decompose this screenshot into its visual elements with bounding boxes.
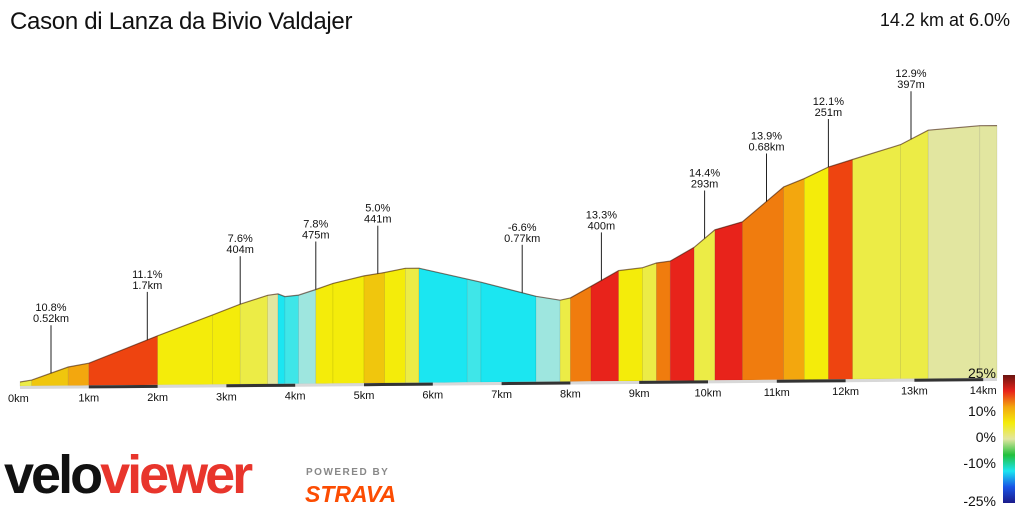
x-tick-label: 6km [422,390,443,402]
grade-scale-bar [1003,375,1015,503]
x-tick-label: 8km [560,389,581,401]
annotation-length: 0.68km [748,142,784,154]
annotation-grade: 14.4% [689,168,720,180]
profile-segment [298,289,317,385]
grade-color-scale: 25% 10% 0% -10% -25% [963,365,1015,509]
grade-scale-label: -25% [963,493,996,509]
x-tick-label: 0km [8,393,29,405]
x-tick-label: 13km [901,386,928,398]
profile-segment [570,285,592,382]
distance-ticks: 0km 1km 2km 3km 4km 5km 6km 7km 8km 9km 10km 11km 12… [8,385,997,405]
x-tick-label: 14km [970,385,997,397]
annotation-length: 441m [364,214,392,226]
profile-segment [363,272,385,384]
powered-by-label: POWERED BY [306,467,390,478]
x-tick-label: 4km [285,391,306,403]
profile-outline [19,125,998,383]
annotation-length: 0.77km [504,233,540,245]
profile-segment [803,166,829,380]
annotation-grade: 12.1% [813,96,844,108]
x-tick-label: 7km [491,389,512,401]
distance-baseline [20,378,997,389]
km-stripe [364,382,433,387]
annotation-length: 404m [226,244,254,256]
annotation-length: 293m [691,179,719,191]
annotation-grade: 11.1% [132,269,163,281]
profile-segment [284,294,299,385]
annotation-grade: 10.8% [35,302,66,314]
profile-segment [714,221,743,381]
profile-segment [979,125,998,379]
profile-segment [212,303,241,385]
x-tick-label: 5km [354,390,375,402]
veloviewer-logo: veloviewer [4,445,253,505]
climb-summary: 14.2 km at 6.0% [879,10,1010,30]
profile-segment [315,282,334,384]
profile-segment [535,295,561,383]
profile-segment [418,267,468,384]
annotation-length: 397m [897,79,925,91]
annotation-grade: 13.9% [751,131,782,143]
grade-scale-label: 25% [968,365,996,381]
x-tick-label: 11km [764,387,790,399]
x-tick-label: 2km [147,392,168,404]
x-tick-label: 9km [629,388,650,400]
km-stripe [501,381,571,386]
profile-segment [669,246,695,382]
annotation-length: 0.52km [33,313,69,325]
page-title: Cason di Lanza da Bivio Valdajer [10,8,353,35]
annotation-grade: 13.3% [586,209,617,221]
profile-segment [404,267,420,384]
km-stripe [88,384,158,389]
profile-segments [19,125,998,387]
profile-segment [384,267,406,384]
annotation-grade: 7.8% [303,219,328,231]
profile-segment [828,159,853,380]
annotation-grade: 7.6% [228,233,253,245]
x-tick-label: 3km [216,391,237,403]
profile-segment [31,366,69,387]
km-stripe [914,378,984,382]
profile-segment [267,293,279,385]
annotation-length: 1.7km [132,280,162,292]
x-tick-label: 12km [832,386,859,398]
km-stripe [639,380,708,384]
annotation-grade: -6.6% [508,222,537,234]
profile-segment [277,293,286,385]
km-stripe [226,383,296,388]
annotation-length: 400m [588,220,616,232]
profile-segment [332,275,365,384]
annotation-grade: 5.0% [365,203,390,215]
profile-segment [642,262,657,382]
profile-segment [480,281,537,383]
grade-scale-label: -10% [963,455,996,471]
grade-scale-label: 0% [976,429,996,445]
profile-segment [927,125,981,379]
profile-segment [239,294,269,385]
profile-segment [900,129,929,380]
profile-segment [656,260,671,382]
grade-scale-label: 10% [968,403,996,419]
profile-segment [618,267,643,382]
x-tick-label: 10km [695,387,722,399]
profile-segment [559,297,571,382]
annotation-length: 475m [302,230,330,242]
strava-logo: STRAVA [305,481,397,507]
profile-segment [466,278,482,383]
km-stripe [776,379,846,383]
x-tick-label: 1km [78,392,99,404]
profile-segment [783,178,805,381]
grade-annotations: 10.8%0.52km 11.1%1.7km 7.6%404m 7.8%475m 5.0… [33,68,927,374]
annotation-length: 251m [815,107,843,119]
profile-segment [88,335,158,386]
profile-segment [693,229,716,381]
profile-segment [852,144,901,380]
profile-segment [590,270,619,382]
profile-outline-line [19,125,998,383]
annotation-grade: 12.9% [895,68,926,80]
